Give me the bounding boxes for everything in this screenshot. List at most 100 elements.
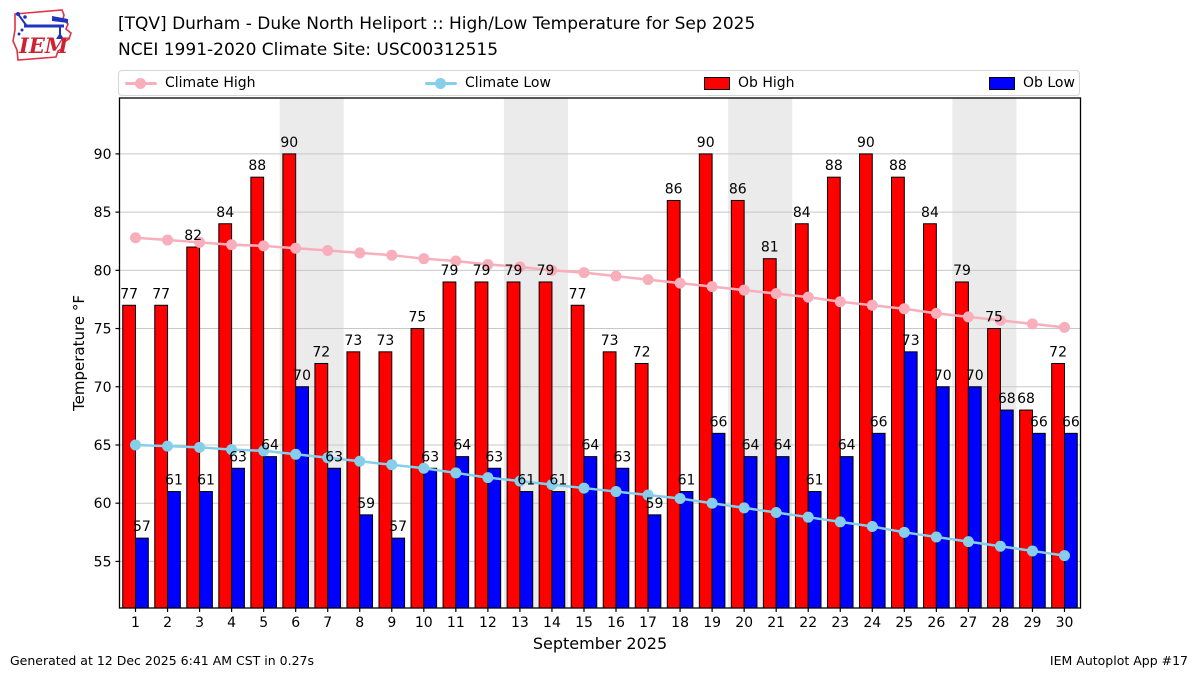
ob-low-value-label: 66 [710,414,728,430]
ob-high-bar [218,223,233,609]
climate-high-marker [418,253,430,265]
ob-low-value-label: 70 [934,368,952,384]
ob-low-bar [583,456,598,609]
ob-low-bar [551,491,566,609]
plot-frame [118,97,1082,609]
climate-high-marker [578,267,590,279]
climate-low-marker [450,467,462,479]
x-tick-label: 19 [703,615,721,631]
x-tick-label: 16 [607,615,625,631]
legend-line-swatch [425,77,457,89]
climate-low-marker [706,497,718,509]
ob-high-value-label: 72 [1049,344,1067,360]
climate-high-marker [1026,318,1038,330]
ob-high-bar [122,304,137,609]
legend-item-ob-low: Ob Low [989,71,1075,95]
climate-low-marker [610,486,622,498]
ob-low-value-label: 57 [133,519,151,535]
climate-high-marker [322,245,334,257]
ob-high-value-label: 88 [825,158,843,174]
logo-text: IEM [18,33,69,58]
ob-low-value-label: 61 [197,473,215,489]
x-axis-title: September 2025 [533,634,667,653]
ob-high-bar [987,328,1001,609]
ob-low-value-label: 57 [389,519,407,535]
ob-high-bar [186,246,201,609]
climate-low-marker [194,441,206,453]
legend-item-climate-high: Climate High [125,71,256,95]
ob-low-bar [967,386,982,609]
climate-low-marker [834,516,846,528]
y-tick-label: 75 [94,322,112,338]
ob-high-value-label: 73 [376,333,394,349]
y-axis-title: Temperature °F [70,295,88,412]
climate-high-marker [130,232,142,244]
ob-low-bar [999,409,1014,609]
legend-marker-dot [435,77,446,89]
ob-low-value-label: 66 [1030,414,1048,430]
ob-high-value-label: 77 [152,286,170,302]
climate-low-marker [770,507,782,519]
ob-high-bar [730,199,745,609]
x-tick-label: 4 [227,615,236,631]
ob-low-value-label: 70 [293,368,311,384]
weather-vane-icon [16,12,68,39]
legend-marker-dot [135,77,146,89]
x-tick-label: 13 [511,615,529,631]
climate-low-marker [354,455,366,467]
ob-high-value-label: 86 [665,181,683,197]
ob-low-value-label: 63 [325,449,343,465]
ob-high-value-label: 84 [793,205,811,221]
ob-high-value-label: 84 [921,205,939,221]
legend-label: Ob High [738,75,795,91]
x-tick-label: 6 [291,615,300,631]
climate-high-marker [226,239,238,251]
ob-low-bar [1063,432,1078,609]
app-credit-text: IEM Autoplot App #17 [1049,653,1188,668]
x-tick-label: 1 [131,615,140,631]
climate-high-marker [514,261,526,273]
ob-low-bar [263,456,277,609]
ob-high-bar [858,153,873,609]
ob-high-bar [891,176,905,609]
climate-low-marker [514,475,526,487]
x-tick-label: 26 [927,615,945,631]
x-tick-label: 18 [671,615,689,631]
ob-low-bar [135,537,149,609]
ob-high-value-label: 90 [857,135,875,151]
ob-low-value-label: 64 [581,438,599,454]
climate-high-marker [962,311,974,323]
climate-low-marker [226,444,238,456]
ob-high-bar [154,304,169,609]
climate-high-marker [482,259,494,271]
climate-low-marker [258,445,270,457]
x-tick-label: 22 [799,615,817,631]
climate-low-marker [802,511,814,523]
x-tick-label: 11 [447,615,465,631]
ob-high-value-label: 84 [216,205,234,221]
ob-low-bar [743,456,758,609]
ob-high-value-label: 82 [184,228,202,244]
ob-low-bar [231,467,245,609]
climate-high-marker [354,247,366,259]
generated-at-text: Generated at 12 Dec 2025 6:41 AM CST in … [10,653,314,668]
ob-low-bar [807,491,822,609]
ob-low-value-label: 64 [261,438,279,454]
climate-low-marker [290,448,302,460]
climate-low-marker [322,452,334,464]
x-tick-label: 23 [831,615,849,631]
ob-high-bar [378,351,393,609]
ob-low-bar [871,432,886,609]
climate-high-marker [866,299,878,311]
ob-high-value-label: 79 [473,263,491,279]
climate-low-marker [738,502,750,514]
ob-high-value-label: 68 [1017,391,1035,407]
ob-low-bar [679,491,694,609]
climate-low-marker [130,439,142,451]
y-tick-label: 85 [94,205,112,221]
ob-high-value-label: 75 [409,310,427,326]
x-tick-label: 24 [863,615,881,631]
climate-low-marker [930,531,942,543]
ob-high-value-label: 73 [601,333,619,349]
